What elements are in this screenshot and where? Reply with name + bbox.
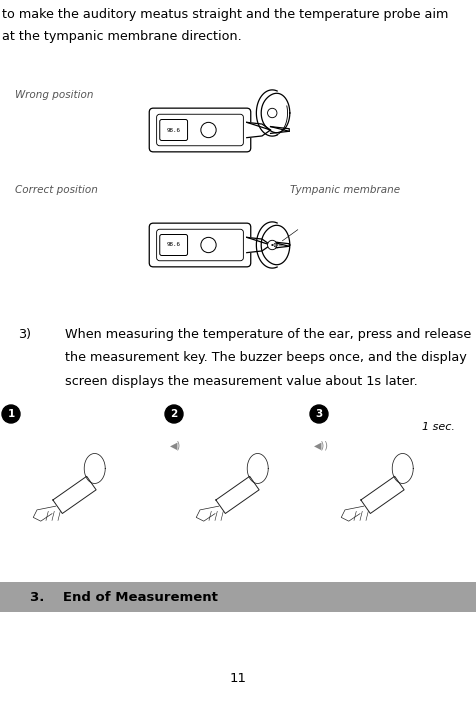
Polygon shape (53, 476, 96, 513)
Text: 1: 1 (7, 409, 15, 419)
Text: 3): 3) (18, 328, 31, 341)
Polygon shape (361, 476, 404, 513)
Text: screen displays the measurement value about 1s later.: screen displays the measurement value ab… (65, 375, 418, 388)
FancyBboxPatch shape (157, 229, 243, 261)
Polygon shape (247, 238, 270, 252)
FancyBboxPatch shape (149, 223, 251, 267)
FancyBboxPatch shape (160, 120, 188, 140)
Polygon shape (247, 123, 270, 138)
Text: ◀)): ◀)) (314, 440, 329, 450)
Text: Correct position: Correct position (15, 185, 98, 195)
Circle shape (268, 108, 277, 118)
Circle shape (165, 405, 183, 423)
Text: 3.    End of Measurement: 3. End of Measurement (30, 591, 218, 603)
Polygon shape (270, 242, 289, 248)
Text: to make the auditory meatus straight and the temperature probe aim: to make the auditory meatus straight and… (2, 8, 448, 21)
Text: Tympanic membrane: Tympanic membrane (290, 185, 400, 195)
Circle shape (310, 405, 328, 423)
Text: 11: 11 (229, 672, 247, 685)
Text: 3: 3 (316, 409, 323, 419)
Text: at the tympanic membrane direction.: at the tympanic membrane direction. (2, 30, 242, 43)
FancyBboxPatch shape (149, 108, 251, 152)
Polygon shape (216, 476, 259, 513)
Bar (0, 582, 476, 612)
Text: 1 sec.: 1 sec. (422, 422, 455, 432)
Polygon shape (270, 127, 289, 133)
FancyBboxPatch shape (160, 235, 188, 255)
Text: 98.6: 98.6 (167, 242, 181, 247)
Circle shape (2, 405, 20, 423)
Circle shape (268, 240, 277, 250)
Text: the measurement key. The buzzer beeps once, and the display: the measurement key. The buzzer beeps on… (65, 352, 467, 364)
Text: When measuring the temperature of the ear, press and release: When measuring the temperature of the ea… (65, 328, 471, 341)
Circle shape (201, 123, 216, 138)
Text: 2: 2 (170, 409, 178, 419)
Circle shape (201, 238, 216, 252)
Text: Wrong position: Wrong position (15, 90, 93, 100)
FancyBboxPatch shape (157, 114, 243, 146)
Text: 98.6: 98.6 (167, 128, 181, 133)
Text: ◀): ◀) (170, 440, 181, 450)
